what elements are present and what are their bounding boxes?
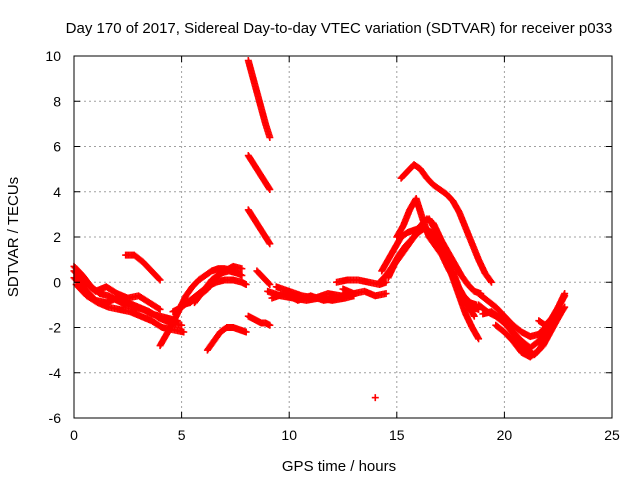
y-tick-label: 6 [53, 139, 61, 155]
data-point [234, 269, 242, 277]
data-point [487, 277, 495, 285]
data-point [475, 335, 483, 343]
y-tick-label: -6 [49, 410, 62, 426]
data-point [180, 328, 188, 336]
y-tick-label: 0 [53, 274, 61, 290]
x-tick-label: 20 [497, 427, 513, 443]
data-point [266, 185, 274, 193]
data-point [178, 321, 186, 329]
x-tick-label: 10 [281, 427, 297, 443]
data-point [266, 281, 274, 289]
data-point [382, 290, 390, 298]
data-point [155, 275, 163, 283]
data-point [266, 240, 274, 248]
data-point [470, 312, 478, 320]
data-point [382, 278, 390, 286]
x-tick-label: 25 [604, 427, 620, 443]
data-point [561, 303, 569, 311]
data-point [371, 394, 379, 402]
data-point [242, 328, 250, 336]
grid [74, 56, 612, 418]
x-axis-ticks: 0 5 10 15 20 25 [70, 56, 620, 443]
data-point [543, 333, 551, 341]
data-point [266, 133, 274, 141]
y-axis-label: SDTVAR / TECUs [5, 177, 22, 297]
data-point [242, 281, 250, 289]
y-tick-label: -4 [49, 365, 62, 381]
data-point [156, 305, 164, 313]
chart-title: Day 170 of 2017, Sidereal Day-to-day VTE… [66, 20, 613, 37]
data-point [238, 271, 246, 279]
data-point [265, 279, 273, 287]
data-point [487, 278, 495, 286]
data-point [266, 321, 274, 329]
data-point [561, 290, 569, 298]
data-point [156, 276, 164, 284]
data-point [155, 305, 163, 313]
x-axis-label: GPS time / hours [282, 458, 396, 475]
data-points [70, 57, 569, 402]
y-tick-label: 4 [53, 184, 61, 200]
x-tick-label: 0 [70, 427, 78, 443]
y-tick-label: 2 [53, 229, 61, 245]
x-tick-label: 15 [389, 427, 405, 443]
data-point [238, 265, 246, 273]
y-tick-label: 10 [45, 48, 61, 64]
y-tick-label: -2 [49, 320, 62, 336]
x-tick-label: 5 [178, 427, 186, 443]
y-tick-label: 8 [53, 93, 61, 109]
y-axis-ticks: -6 -4 -2 0 2 4 6 8 10 [45, 48, 612, 426]
